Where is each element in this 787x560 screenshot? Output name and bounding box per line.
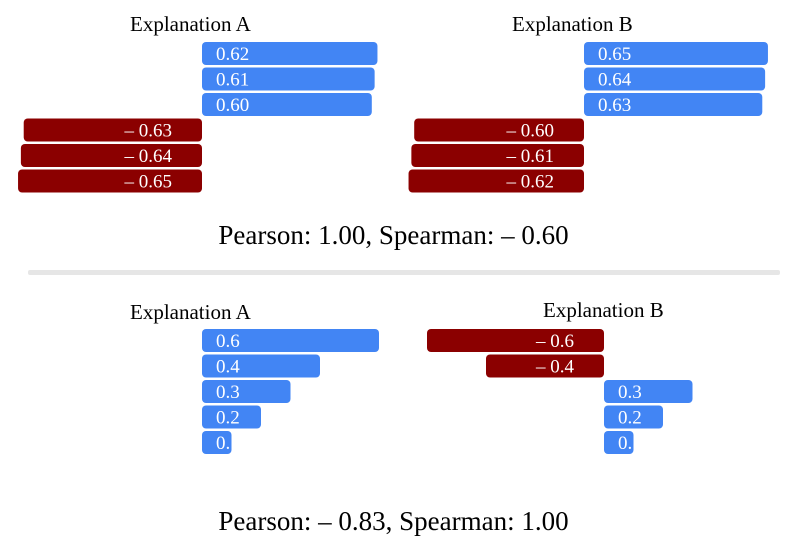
bar-value-label: 0.2 bbox=[618, 408, 642, 429]
bar-value-label: – 0.61 bbox=[506, 146, 555, 167]
bar bbox=[202, 329, 379, 352]
bar-value-label: – 0.62 bbox=[506, 172, 555, 193]
bar-value-label: – 0.60 bbox=[506, 121, 555, 142]
bar-value-label: 0.1 bbox=[216, 433, 240, 454]
bar bbox=[584, 42, 768, 65]
bar-value-label: 0.6 bbox=[216, 331, 240, 352]
chart-title-top-a: Explanation A bbox=[130, 12, 251, 36]
correlation-caption-top: Pearson: 1.00, Spearman: – 0.60 bbox=[218, 220, 569, 250]
bar bbox=[408, 169, 584, 193]
bar bbox=[202, 67, 375, 91]
bar bbox=[202, 405, 261, 429]
chart-title-bottom-a: Explanation A bbox=[130, 300, 251, 324]
bar-value-label: – 0.64 bbox=[124, 146, 173, 167]
bar bbox=[604, 431, 634, 454]
bar bbox=[202, 42, 378, 65]
bar-value-label: 0.64 bbox=[598, 70, 632, 91]
bar-value-label: – 0.6 bbox=[535, 331, 574, 352]
bar-value-label: 0.4 bbox=[216, 357, 240, 378]
bar-chart-0: 0.62 0.61 0.60 – 0.63 – 0.64 – 0.65 bbox=[18, 42, 378, 193]
bar bbox=[584, 93, 763, 116]
bar bbox=[20, 144, 202, 167]
bar-chart-1: 0.65 0.64 0.63 – 0.60 – 0.61 – 0.62 bbox=[408, 42, 768, 193]
bar bbox=[202, 380, 291, 403]
bar-value-label: – 0.4 bbox=[535, 357, 575, 378]
bar-value-label: 0.2 bbox=[216, 408, 240, 429]
bar-value-label: – 0.63 bbox=[124, 121, 173, 142]
bar bbox=[486, 354, 604, 378]
bar bbox=[604, 405, 663, 429]
bar-chart-3: – 0.6 – 0.4 0.3 0.2 0.1 bbox=[427, 329, 693, 454]
bar bbox=[23, 118, 203, 142]
chart-title-top-b: Explanation B bbox=[512, 12, 633, 36]
bar-value-label: 0.1 bbox=[618, 433, 642, 454]
bar bbox=[584, 67, 766, 91]
bar-value-label: 0.61 bbox=[216, 70, 249, 91]
bar-value-label: 0.65 bbox=[598, 44, 631, 65]
bar-value-label: – 0.65 bbox=[124, 172, 173, 193]
bar-value-label: 0.3 bbox=[216, 382, 240, 403]
bar bbox=[202, 93, 372, 116]
bar bbox=[202, 431, 232, 454]
bar-value-label: 0.3 bbox=[618, 382, 642, 403]
bar bbox=[202, 354, 320, 378]
bar-chart-2: 0.6 0.4 0.3 0.2 0.1 bbox=[202, 329, 379, 454]
bar bbox=[604, 380, 693, 403]
bar bbox=[411, 144, 584, 167]
bar bbox=[414, 118, 584, 142]
correlation-caption-bottom: Pearson: – 0.83, Spearman: 1.00 bbox=[218, 506, 569, 536]
bar-value-label: 0.62 bbox=[216, 44, 249, 65]
bar bbox=[427, 329, 604, 352]
bar bbox=[18, 169, 202, 193]
section-divider bbox=[28, 270, 780, 275]
bar-value-label: 0.63 bbox=[598, 95, 631, 116]
bar-value-label: 0.60 bbox=[216, 95, 249, 116]
chart-title-bottom-b: Explanation B bbox=[543, 298, 664, 322]
